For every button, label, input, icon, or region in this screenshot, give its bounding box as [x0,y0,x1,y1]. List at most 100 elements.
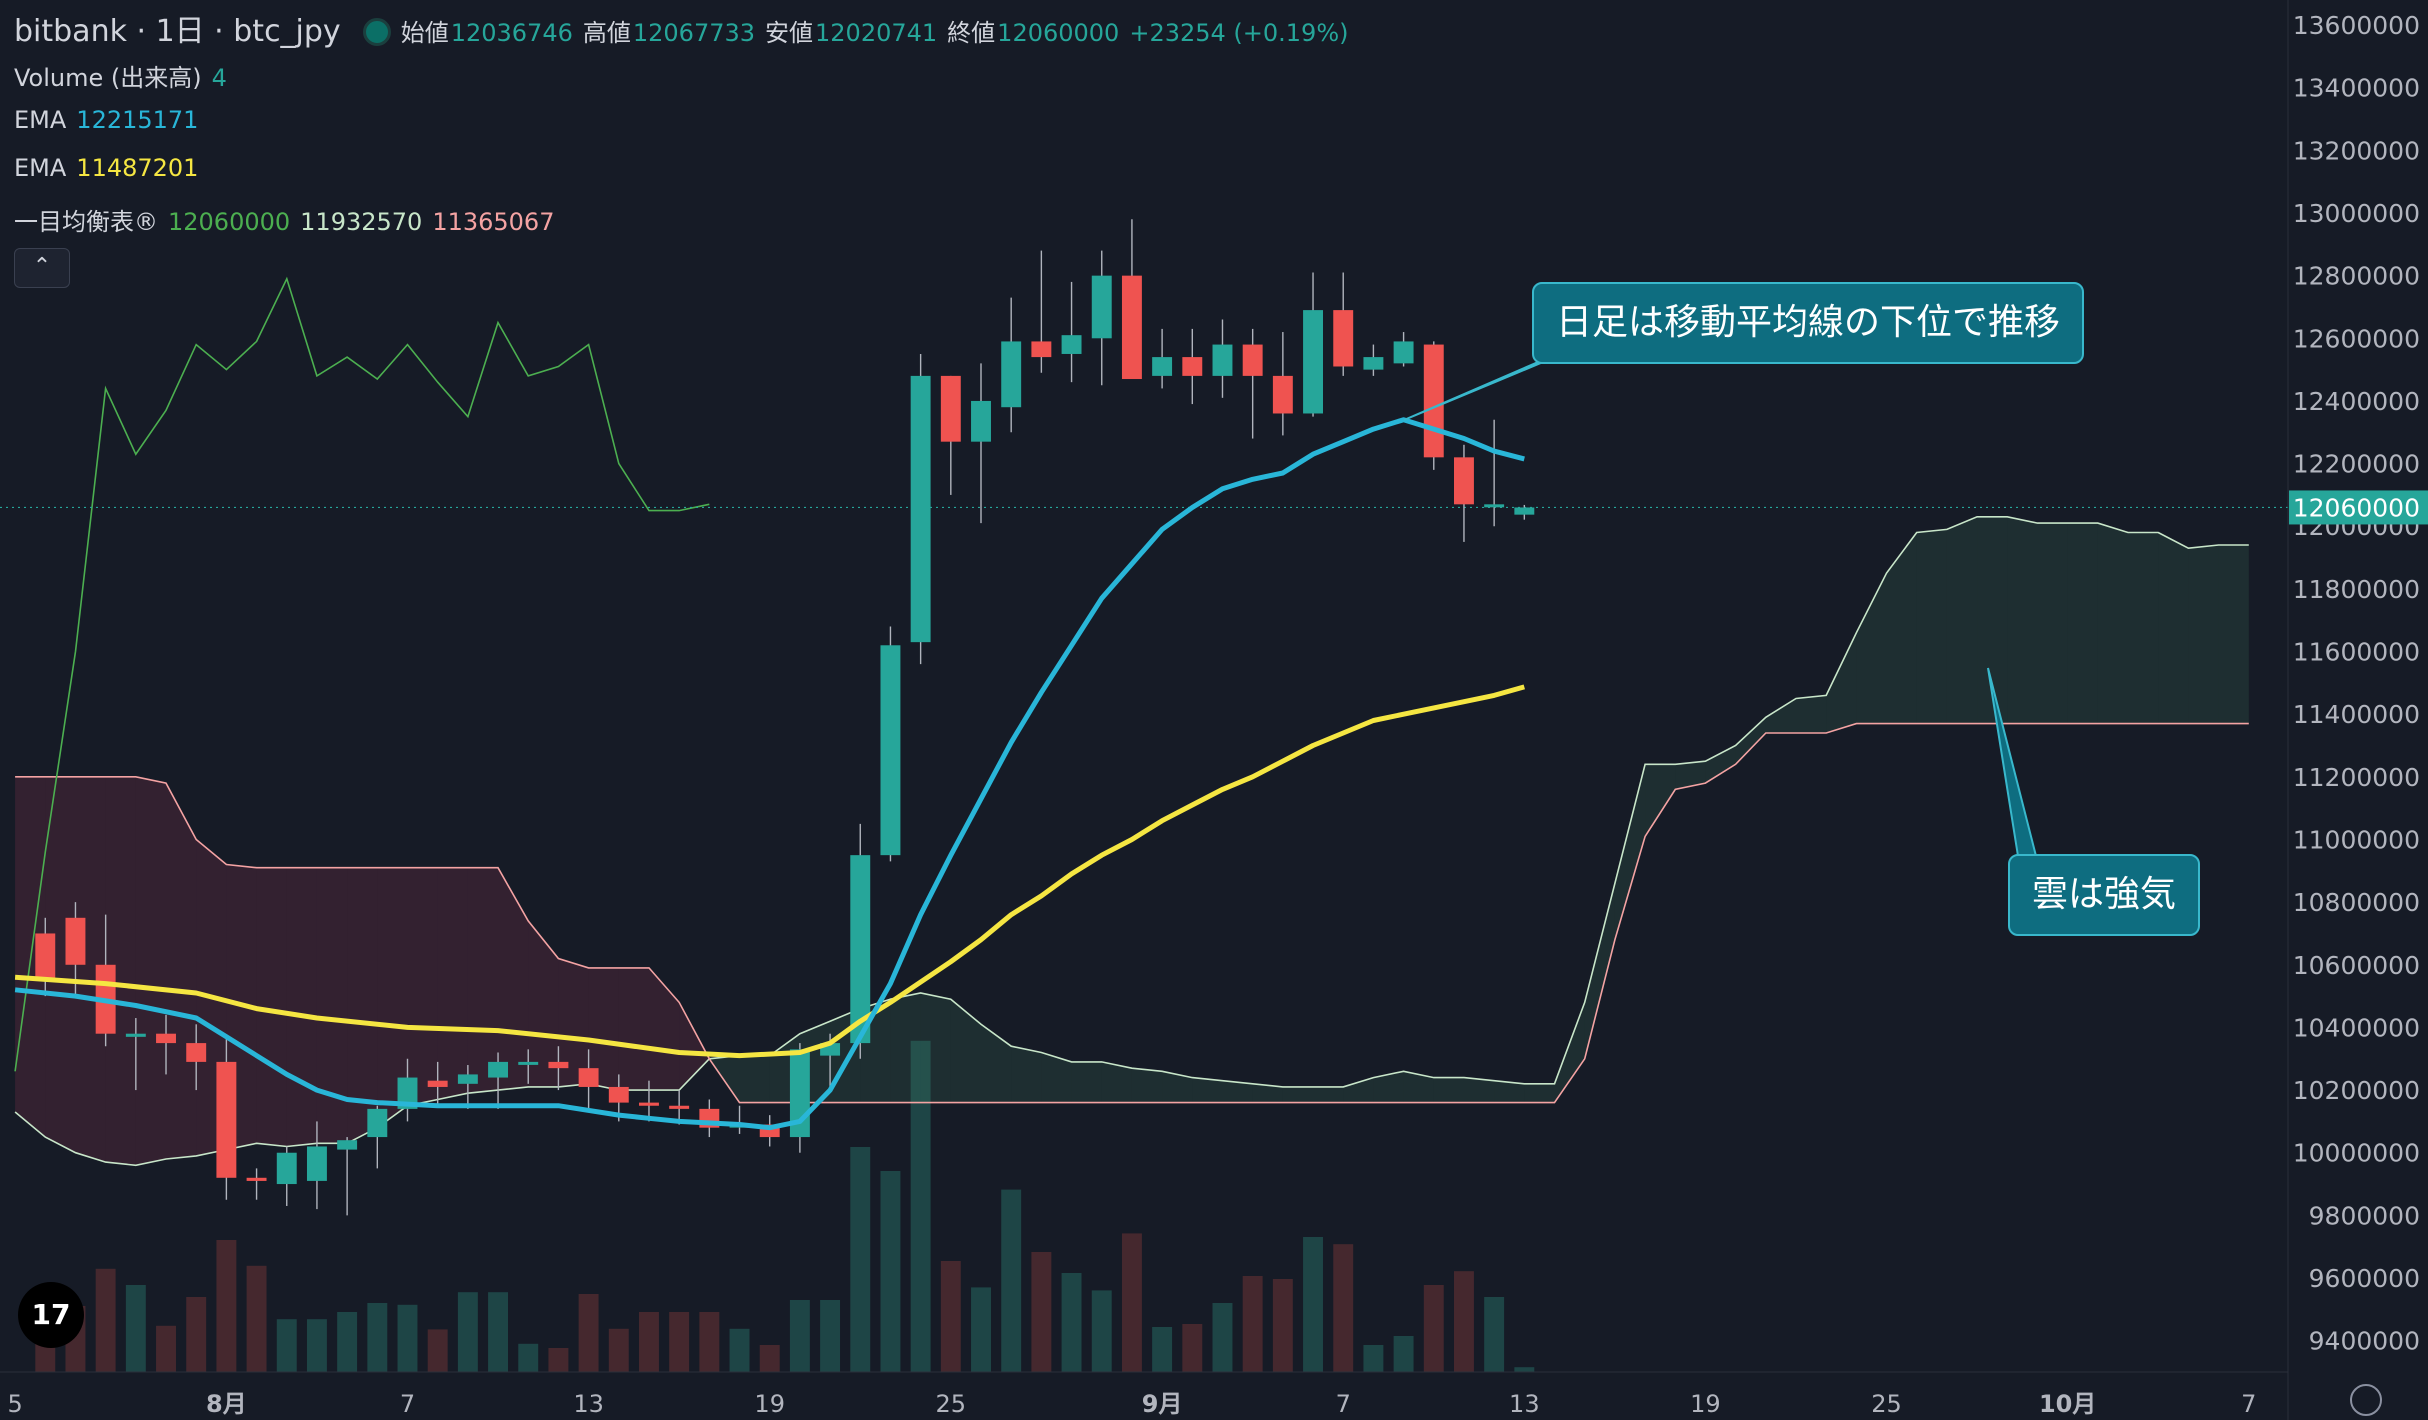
ema2-legend[interactable]: EMA 11487201 [14,154,208,182]
kumo-cloud-segment [2158,532,2189,724]
kumo-cloud-segment [1101,1061,1132,1103]
kumo-cloud-segment [1373,1071,1404,1103]
kumo-cloud-segment [1886,532,1917,724]
volume-value: 4 [211,64,227,92]
ema1-legend[interactable]: EMA 12215171 [14,106,208,134]
candle-body [1212,344,1233,376]
volume-bar [910,1040,931,1372]
volume-bar [1212,1303,1233,1372]
ema-slow-line [14,684,1525,1059]
kumo-cloud-segment [2218,545,2249,724]
volume-bar [1152,1327,1173,1372]
kumo-cloud-segment [528,920,559,1087]
kumo-cloud-segment [1192,1077,1223,1103]
kumo-cloud-segment [1705,745,1736,784]
symbol-title[interactable]: bitbank · 1日 · btc_jpy [14,14,341,49]
candle-body [156,1033,176,1044]
volume-bar [1423,1285,1444,1372]
time-tick-label: 13 [1509,1390,1540,1418]
senkou-span-b-line [15,722,2249,1104]
candle-body [518,1061,539,1065]
kumo-cloud-segment [618,967,649,1091]
price-tick-label: 12600000 [2293,324,2420,353]
high-value: 12067733 [632,19,756,47]
candle-body [1514,507,1535,515]
ichimoku-legend[interactable]: 一目均衡表® 12060000 11932570 11365067 [14,202,564,237]
volume-bar [940,1261,961,1372]
kumo-cloud-segment [45,776,76,1153]
candle-body [1031,341,1052,358]
candle-body [940,375,961,442]
close-label: 終値 [947,19,996,47]
candle-body [1423,344,1444,458]
candle-body [1091,275,1112,339]
open-label: 始値 [400,19,449,47]
candle-body [1303,310,1323,414]
candle-body [427,1080,448,1087]
price-tick-label: 9400000 [2309,1327,2420,1356]
candle-body [608,1086,629,1103]
volume-bar [156,1325,176,1372]
kumo-cloud-segment [467,867,498,1094]
candle-body [639,1102,659,1106]
high-label: 高値 [582,19,631,47]
volume-bar [608,1328,629,1372]
volume-bar [306,1319,327,1372]
volume-bar [367,1303,388,1372]
volume-bar [95,1268,116,1372]
kumo-cloud-segment [981,1024,1012,1103]
kumo-cloud-segment [558,958,589,1087]
volume-bar [216,1240,237,1372]
kumo-cloud-segment [890,993,921,1103]
volume-bar [789,1300,810,1372]
price-tick-label: 13600000 [2293,11,2420,40]
volume-legend[interactable]: Volume (出来高) 4 [14,58,237,93]
ichimoku-value-1: 12060000 [168,208,291,236]
kumo-cloud-segment [437,867,468,1100]
low-value: 12020741 [815,19,938,47]
kumo-cloud-segment [75,776,106,1163]
candle-body [1001,341,1022,408]
chevron-up-icon: ⌃ [32,254,52,279]
kumo-cloud-segment [1675,761,1706,790]
candle-body [65,917,86,965]
time-tick-label: 9月 [1142,1390,1183,1418]
time-tick-label: 8月 [206,1390,247,1418]
kumo-cloud-segment [498,867,529,1091]
kumo-cloud-segment [1222,1080,1253,1103]
kumo-cloud-segment [1856,573,1887,724]
kumo-cloud-segment [2007,516,2038,724]
settings-gear-icon[interactable] [2350,1384,2382,1416]
candle-body [306,1146,327,1181]
last-price-badge [2289,490,2428,525]
kumo-cloud-segment [1645,764,1676,837]
candle-body [246,1177,267,1181]
kumo-cloud-segment [1584,883,1615,1059]
annotation-callout-bottom[interactable]: 雲は強気 [2008,854,2201,936]
kumo-cloud-segment [920,993,951,1103]
tradingview-logo[interactable]: 17 [18,1282,84,1348]
collapse-legend-button[interactable]: ⌃ [14,248,70,288]
candle-body [35,933,56,981]
volume-bar [1182,1324,1203,1372]
ema1-value: 12215171 [76,106,199,134]
price-tick-label: 9600000 [2309,1264,2420,1293]
time-tick-label: 13 [573,1390,604,1418]
price-tick-label: 10800000 [2293,888,2420,917]
kumo-cloud-segment [1464,1077,1495,1103]
kumo-cloud-segment [1162,1071,1193,1103]
candle-body [1363,357,1384,370]
volume-bar [337,1312,358,1372]
candle-body [850,855,871,1044]
price-tick-label: 11400000 [2293,700,2420,729]
volume-bar [125,1285,146,1372]
kumo-cloud-segment [1011,1046,1042,1103]
ichimoku-label: 一目均衡表® [14,208,158,236]
annotation-callout-top[interactable]: 日足は移動平均線の下位で推移 [1532,282,2085,364]
kumo-cloud-segment [2097,523,2128,724]
price-tick-label: 13000000 [2293,199,2420,228]
kumo-cloud-segment [679,1002,710,1091]
kumo-cloud-segment [1313,1086,1344,1103]
open-value: 12036746 [450,19,573,47]
